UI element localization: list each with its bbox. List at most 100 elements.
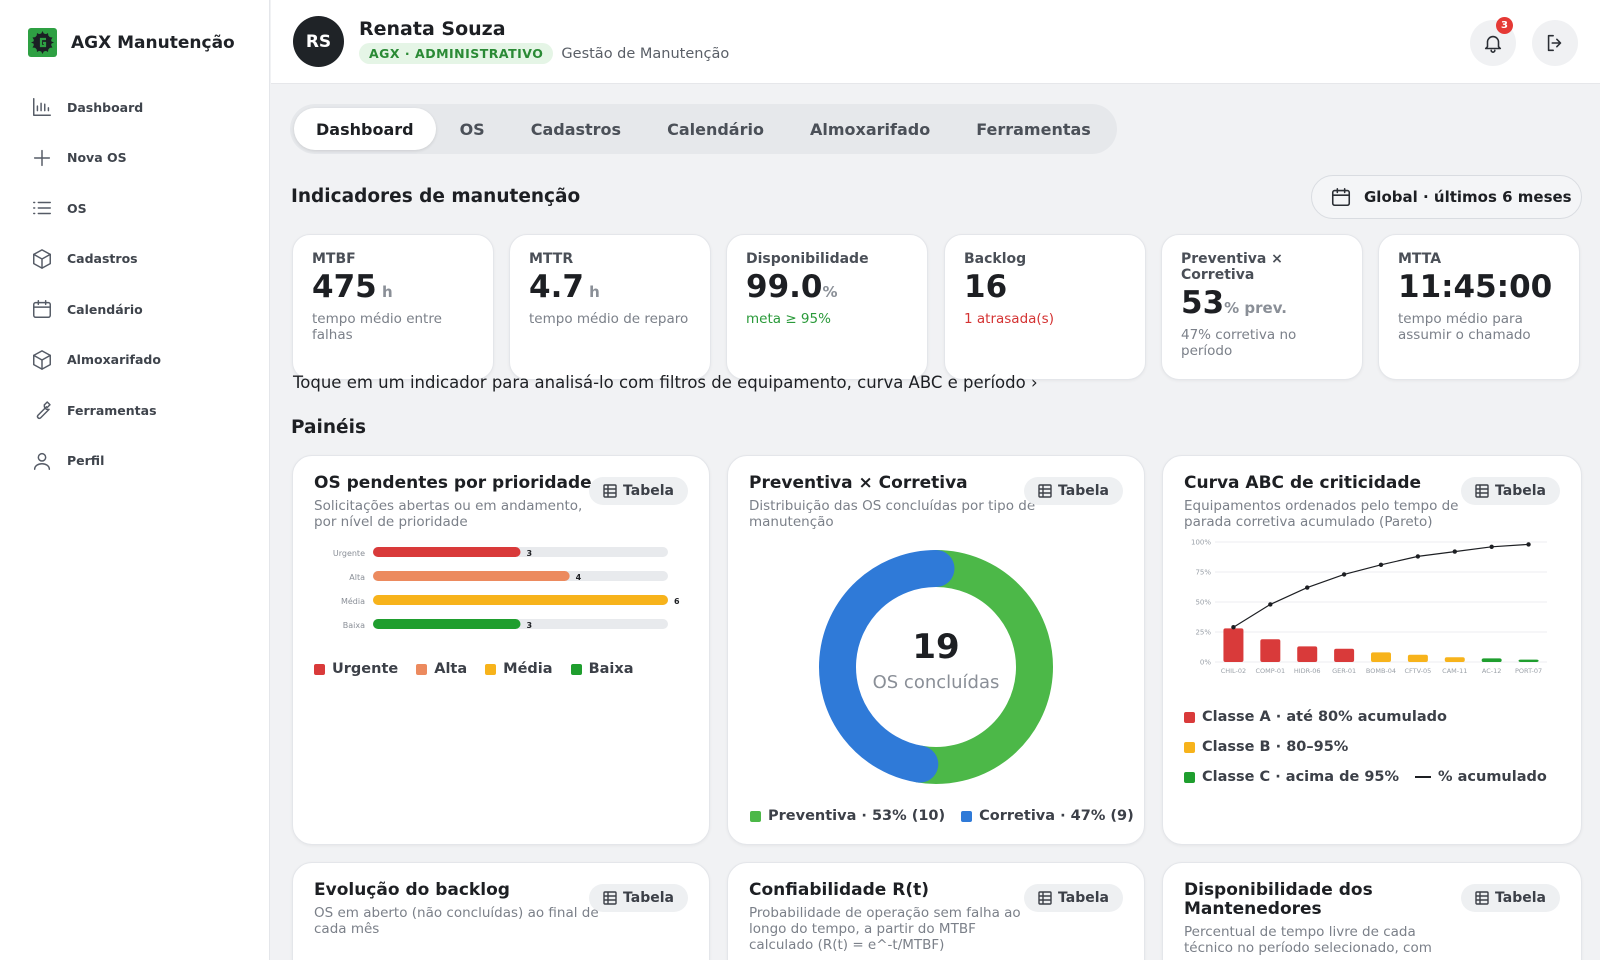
list-icon <box>33 202 51 215</box>
kpi-description: tempo médio para assumir o chamado <box>1398 310 1531 343</box>
panel-title: Evolução do backlog <box>314 880 510 900</box>
cumulative-point[interactable] <box>1489 544 1494 549</box>
kpi-value: 475 h <box>312 269 393 306</box>
bar-value-label: 3 <box>527 549 533 558</box>
pareto-bar[interactable] <box>1334 648 1355 662</box>
kpi-description: meta ≥ 95% <box>746 310 831 327</box>
x-tick-label: GER-01 <box>1332 667 1356 675</box>
kpi-card-disponibilidade[interactable]: Disponibilidade 99.0% meta ≥ 95% <box>726 234 928 380</box>
pareto-bar[interactable] <box>1223 628 1244 662</box>
cumulative-point[interactable] <box>1305 585 1310 590</box>
donut-slice-preventiva[interactable] <box>901 550 1053 784</box>
bar-urgente[interactable] <box>373 547 521 557</box>
legend-item-alta: Alta <box>416 661 467 677</box>
y-tick-label: 75% <box>1195 569 1211 577</box>
pareto-bar[interactable] <box>1444 657 1465 662</box>
abc-pareto-chart: 0% 25% 50% 75% 100% CHIL-02 COMP-01 HIDR-06 GER-… <box>1191 539 1547 675</box>
period-filter-button[interactable]: Global · últimos 6 meses <box>1311 175 1582 219</box>
abc-legend: Classe A · até 80% acumulado Classe B · … <box>1184 709 1547 799</box>
panel-subtitle: Probabilidade de operação sem falha ao l… <box>749 905 1021 954</box>
sidebar-item-calendario[interactable]: Calendário <box>0 284 270 335</box>
indicator-hint-link[interactable]: Toque em um indicador para analisá-lo co… <box>293 373 1038 392</box>
cumulative-point[interactable] <box>1268 602 1273 607</box>
notification-badge: 3 <box>1496 17 1513 34</box>
sidebar-item-ferramentas[interactable]: Ferramentas <box>0 385 270 436</box>
kpi-card-preventiva-corretiva[interactable]: Preventiva × Corretiva 53% prev. 47% cor… <box>1161 234 1363 380</box>
kpi-card-mtta[interactable]: MTTA 11:45:00 tempo médio para assumir o… <box>1378 234 1580 380</box>
pareto-bar[interactable] <box>1260 639 1281 662</box>
pareto-bar[interactable] <box>1371 652 1391 662</box>
tab-cadastros[interactable]: Cadastros <box>530 119 622 139</box>
cumulative-point[interactable] <box>1415 554 1421 559</box>
sidebar: AGX Manutenção Dashboard Nova OS OS Cada… <box>0 0 270 960</box>
kpi-description: tempo médio entre falhas <box>312 310 442 343</box>
x-tick-label: HIDR-06 <box>1294 667 1321 675</box>
table-button[interactable]: Tabela <box>1461 477 1560 505</box>
legend-item-baixa: Baixa <box>570 661 634 677</box>
table-button[interactable]: Tabela <box>1461 884 1560 912</box>
indicators-title: Indicadores de manutenção <box>291 186 581 207</box>
cumulative-point[interactable] <box>1452 549 1457 554</box>
bar-baixa[interactable] <box>373 619 521 629</box>
bar-chart-icon <box>33 98 51 117</box>
tab-almoxarifado[interactable]: Almoxarifado <box>809 119 931 139</box>
notifications-button[interactable]: 3 <box>1470 17 1516 66</box>
table-button[interactable]: Tabela <box>1024 477 1123 505</box>
x-tick-label: CFTV-05 <box>1404 667 1431 675</box>
sidebar-item-os[interactable]: OS <box>0 183 270 234</box>
cumulative-point[interactable] <box>1341 572 1347 577</box>
pareto-bar[interactable] <box>1407 654 1428 662</box>
sidebar-item-label: Calendário <box>67 301 143 317</box>
role-badge: AGX · ADMINISTRATIVO <box>359 43 554 64</box>
donut-center-value: 19 <box>912 627 959 667</box>
cumulative-point[interactable] <box>1231 625 1236 630</box>
kpi-card-mttr[interactable]: MTTR 4.7 h tempo médio de reparo <box>509 234 711 380</box>
logout-button[interactable] <box>1532 20 1578 66</box>
brand[interactable]: AGX Manutenção <box>28 28 235 57</box>
y-tick-label: 0% <box>1200 659 1211 667</box>
pareto-bar[interactable] <box>1481 658 1502 662</box>
cumulative-line <box>1233 543 1529 628</box>
tab-calendario[interactable]: Calendário <box>667 119 764 139</box>
table-button[interactable]: Tabela <box>589 477 688 505</box>
sidebar-item-nova-os[interactable]: Nova OS <box>0 133 270 184</box>
bar-category-label: Alta <box>349 573 365 582</box>
cumulative-point[interactable] <box>1378 562 1384 567</box>
table-button[interactable]: Tabela <box>589 884 688 912</box>
panel-subtitle: Distribuição das OS concluídas por tipo … <box>749 498 1036 531</box>
tab-os[interactable]: OS <box>459 119 485 139</box>
donut-slice-corretiva[interactable] <box>819 550 955 783</box>
sidebar-item-perfil[interactable]: Perfil <box>0 436 270 487</box>
bar-alta[interactable] <box>373 571 570 581</box>
bar-média[interactable] <box>373 595 668 605</box>
donut-center-label: OS concluídas <box>873 672 1000 693</box>
avatar[interactable]: RS <box>293 16 344 67</box>
pareto-bar[interactable] <box>1297 646 1318 662</box>
user-name: Renata Souza <box>359 18 506 40</box>
kpi-card-mtbf[interactable]: MTBF 475 h tempo médio entre falhas <box>292 234 494 380</box>
panel-subtitle: Solicitações abertas ou em andamento, po… <box>314 498 583 531</box>
tab-ferramentas[interactable]: Ferramentas <box>976 119 1091 139</box>
main-tabs: Dashboard OS Cadastros Calendário Almoxa… <box>290 104 1117 154</box>
kpi-card-backlog[interactable]: Backlog 16 1 atrasada(s) <box>944 234 1146 380</box>
panel-preventive-corrective: Preventiva × Corretiva Distribuição das … <box>727 455 1145 845</box>
kpi-label: MTBF <box>312 251 356 267</box>
cumulative-point[interactable] <box>1526 542 1531 547</box>
legend-item-urgente: Urgente <box>314 661 398 677</box>
pareto-bar[interactable] <box>1518 659 1539 662</box>
sidebar-item-almoxarifado[interactable]: Almoxarifado <box>0 335 270 386</box>
sidebar-item-label: Ferramentas <box>67 402 157 418</box>
sidebar-item-cadastros[interactable]: Cadastros <box>0 234 270 285</box>
kpi-description: 1 atrasada(s) <box>964 310 1054 327</box>
kpi-label: Preventiva × Corretiva <box>1181 251 1283 284</box>
panel-reliability: Confiabilidade R(t) Probabilidade de ope… <box>727 862 1145 960</box>
legend-item-media: Média <box>485 661 553 677</box>
calendar-icon <box>1331 187 1351 207</box>
priority-bar-chart: Urgente 3 Alta 4 Média 6 Baixa 3 <box>333 547 680 630</box>
table-button[interactable]: Tabela <box>1024 884 1123 912</box>
sidebar-item-dashboard[interactable]: Dashboard <box>0 82 270 133</box>
panel-title: OS pendentes por prioridade <box>314 473 592 493</box>
legend-item-classe-b: Classe B · 80–95% <box>1184 739 1547 755</box>
bar-value-label: 4 <box>576 573 582 582</box>
tab-dashboard[interactable]: Dashboard <box>294 108 436 150</box>
